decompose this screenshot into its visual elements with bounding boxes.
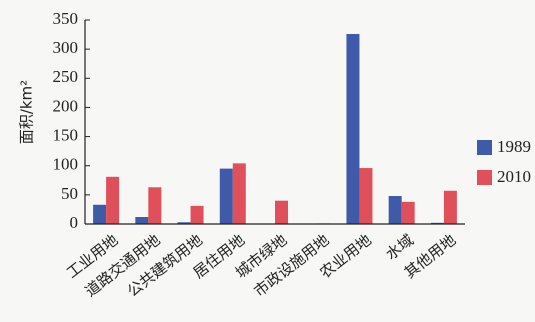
legend-swatch-2010: [477, 170, 492, 185]
bar-1989-0: [93, 204, 107, 224]
bar-2010-4: [275, 200, 288, 224]
bar-2010-0: [106, 176, 120, 224]
legend-swatch-1989: [477, 140, 492, 155]
y-tick-label: 300: [53, 38, 79, 57]
y-tick-label: 100: [53, 155, 79, 174]
bar-1989-1: [135, 217, 149, 224]
y-axis-title: 面积/km²: [18, 80, 36, 144]
y-tick-label: 250: [53, 67, 79, 86]
legend-label-1989: 1989: [497, 137, 531, 156]
bar-1989-2: [177, 222, 191, 224]
y-tick-label: 0: [70, 213, 79, 232]
legend-label-2010: 2010: [497, 167, 531, 186]
legend: 1989 2010: [477, 137, 531, 186]
bar-2010-8: [443, 190, 457, 224]
y-tick-label: 150: [53, 125, 79, 144]
bar-2010-7: [401, 201, 415, 224]
bar-1989-6: [346, 33, 360, 224]
bars-group: [93, 33, 457, 224]
bar-2010-3: [232, 163, 246, 224]
bar-1989-7: [388, 196, 402, 224]
bar-2010-1: [148, 187, 162, 224]
y-tick-label: 350: [53, 9, 79, 28]
y-axis: 0 50 100 150 200 250 300 350: [53, 9, 90, 232]
y-tick-label: 200: [53, 96, 79, 115]
bar-1989-3: [219, 168, 233, 224]
y-tick-label: 50: [61, 184, 78, 203]
bar-2010-6: [359, 168, 373, 224]
bar-2010-2: [190, 205, 204, 224]
